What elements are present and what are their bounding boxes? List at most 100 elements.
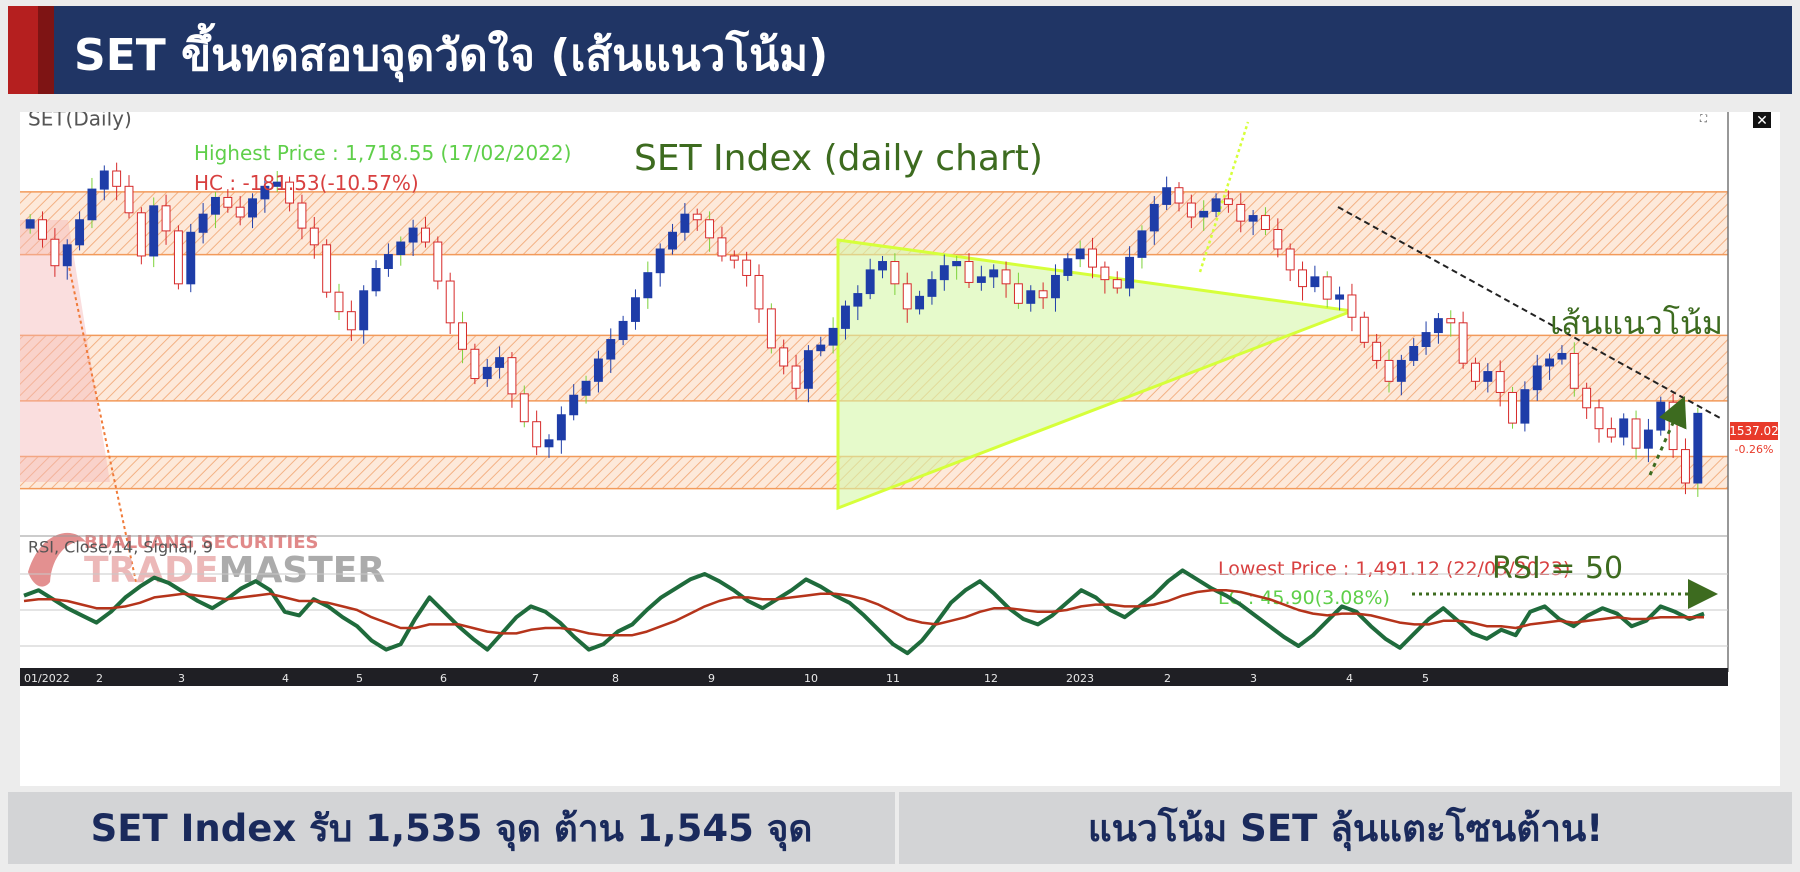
candle-body: [1075, 248, 1085, 260]
candle-body: [1619, 418, 1629, 438]
candle-body: [186, 231, 196, 285]
candle-body: [964, 261, 974, 283]
candle-body: [606, 339, 616, 360]
chart-title: SET(Daily): [28, 112, 132, 131]
candle-body: [1433, 318, 1443, 334]
candle-body: [211, 196, 220, 215]
candle-body: [1656, 401, 1666, 431]
rsi-title: RSI, Close,14, Signal, 9: [28, 538, 213, 557]
candle-body: [421, 227, 430, 243]
candle-body: [1458, 322, 1468, 364]
candle-body: [1088, 248, 1097, 268]
candle-body: [495, 357, 505, 368]
candle-body: [1236, 203, 1246, 222]
candle-body: [544, 439, 554, 448]
rsi-pane: [20, 568, 1728, 656]
candle-body: [1248, 215, 1258, 222]
brand-product-a: TRADE: [84, 550, 219, 591]
candlestick-series: [25, 162, 1703, 497]
left-shaded-wedge: [20, 220, 110, 482]
candle-body: [198, 213, 208, 233]
candle-body: [1359, 316, 1369, 343]
time-axis-tick-label: 9: [708, 672, 715, 685]
candle-body: [556, 414, 566, 441]
candle-body: [1396, 359, 1406, 382]
candle-body: [272, 181, 282, 187]
candle-body: [1372, 341, 1382, 361]
breakout-dotted-line: [1198, 121, 1250, 273]
candle-body: [173, 230, 183, 285]
candle-body: [1557, 352, 1567, 360]
candle-body: [1298, 269, 1307, 288]
candle-body: [1112, 279, 1122, 289]
time-axis-tick-label: 6: [440, 672, 447, 685]
time-axis-tick-label: 8: [612, 672, 619, 685]
candle-body: [1137, 230, 1147, 258]
candle-body: [161, 205, 171, 232]
candle-body: [1693, 412, 1703, 484]
left-dotted-line: [67, 261, 137, 583]
candle-body: [285, 181, 295, 204]
candle-body: [248, 198, 257, 218]
trend-outlook-box: แนวโน้ม SET ลุ้นแตะโซนต้าน!: [899, 792, 1792, 864]
close-chart-button[interactable]: [1753, 112, 1771, 128]
rebound-arrow: [1648, 396, 1687, 476]
candle-body: [1261, 215, 1270, 230]
candle-body: [519, 393, 529, 423]
candle-body: [680, 213, 690, 233]
candle-body: [1384, 359, 1394, 382]
time-axis-tick-label: 2023: [1066, 672, 1094, 685]
candle-body: [470, 348, 480, 380]
time-axis: [20, 668, 1728, 686]
candle-body: [136, 212, 146, 257]
candle-body: [1471, 362, 1480, 382]
candle-body: [952, 261, 962, 267]
candle-body: [1186, 202, 1196, 218]
time-axis-tick-label: 12: [984, 672, 998, 685]
time-axis-tick-label: 2: [1164, 672, 1171, 685]
candle-body: [1545, 358, 1555, 367]
candle-body: [1199, 210, 1209, 218]
candle-body: [828, 327, 838, 346]
page-title: SET ขึ้นทดสอบจุดวัดใจ (เส้นแนวโน้ม): [74, 30, 829, 81]
time-axis-tick-label: 5: [356, 672, 363, 685]
candle-body: [865, 269, 875, 295]
candle-body: [989, 269, 999, 278]
time-axis-tick-label: 7: [532, 672, 539, 685]
candle-body: [149, 205, 159, 257]
time-axis-tick-label: 01/2022: [24, 672, 70, 685]
close-icon[interactable]: ✕: [1756, 113, 1768, 129]
candle-body: [334, 291, 344, 313]
candle-body: [803, 350, 813, 389]
candle-body: [1569, 352, 1579, 389]
chart-panel: SET(Daily) SET Index (daily chart) Highe…: [20, 112, 1780, 786]
candle-body: [902, 283, 912, 310]
candle-body: [309, 227, 319, 246]
candle-body: [1273, 229, 1283, 250]
candle-body: [742, 259, 752, 276]
candle-body: [359, 290, 369, 331]
candle-body: [371, 268, 381, 292]
candle-body: [112, 170, 122, 187]
candle-body: [668, 231, 677, 250]
candle-body: [1038, 290, 1048, 299]
hc-label: HC : -181.53(-10.57%): [194, 171, 419, 195]
candle-body: [791, 365, 801, 389]
banner-accent-bar-dark: [38, 6, 54, 94]
candle-body: [1322, 276, 1332, 300]
time-axis-tick-label: 11: [886, 672, 900, 685]
time-axis-tick-label: 2: [96, 672, 103, 685]
brand-company: BUALUANG SECURITIES: [84, 532, 319, 553]
brand-product-b: MASTER: [219, 550, 385, 591]
candle-body: [1125, 256, 1135, 289]
candle-body: [853, 293, 863, 307]
candle-body: [297, 202, 307, 229]
candle-body: [458, 322, 467, 350]
candle-body: [1063, 258, 1073, 276]
time-axis-tick-label: 4: [1346, 672, 1353, 685]
candle-body: [235, 206, 245, 218]
candle-body: [927, 279, 937, 297]
candle-body: [766, 308, 776, 349]
candle-body: [1335, 294, 1345, 300]
expand-icon[interactable]: ⛶: [1699, 114, 1708, 125]
